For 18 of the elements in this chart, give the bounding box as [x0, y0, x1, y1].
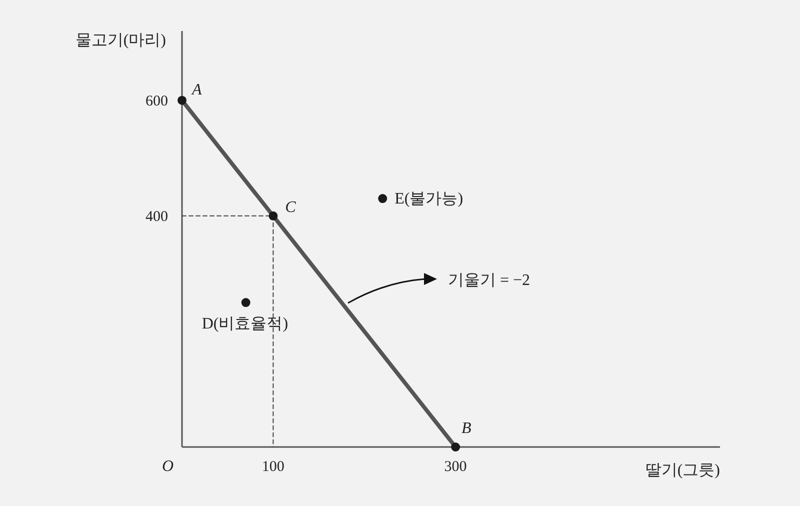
x-tick-label: 300 [444, 459, 467, 475]
annotation: 기울기 = −2 [448, 272, 530, 289]
x-tick-label: 100 [262, 459, 284, 475]
point [378, 194, 388, 204]
point [178, 96, 186, 105]
point [268, 211, 278, 220]
x-axis-title: 딸기(그릇) [645, 462, 720, 479]
point [241, 298, 250, 308]
annotation: B [462, 420, 472, 437]
annotation: C [285, 198, 296, 216]
point [451, 442, 460, 452]
text: O [162, 458, 174, 475]
y-tick-label: 400 [146, 208, 168, 225]
annotation: E(불가능) [394, 190, 464, 208]
y-tick-label: 600 [146, 93, 168, 110]
y-axis-title: 물고기(마리) [75, 32, 166, 49]
annotation: A [191, 81, 202, 98]
annotation: D(비효율적) [202, 316, 288, 333]
